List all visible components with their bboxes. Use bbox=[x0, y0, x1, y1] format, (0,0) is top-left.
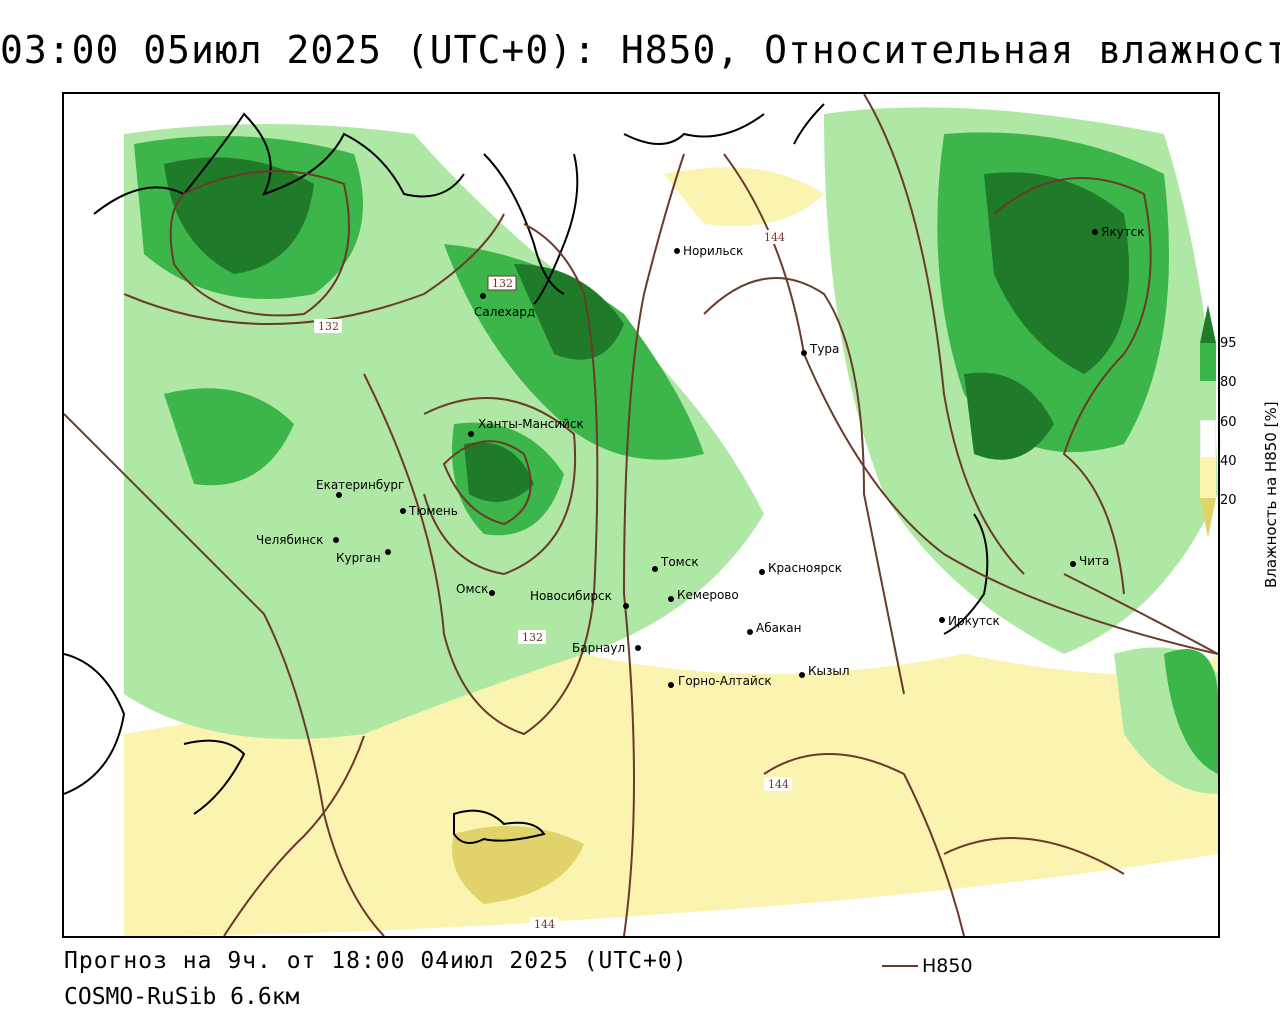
city-label: Барнаул bbox=[572, 641, 625, 655]
city-label: Ханты-Мансийск bbox=[478, 417, 584, 431]
city-label: Кызыл bbox=[808, 664, 850, 678]
geopotential-contours bbox=[64, 94, 1218, 936]
colorbar-tick: 95 bbox=[1220, 336, 1237, 351]
city-label: Кемерово bbox=[677, 588, 739, 602]
contour-label: 144 bbox=[534, 918, 555, 931]
contour-label: 144 bbox=[768, 778, 789, 791]
city-label: Красноярск bbox=[768, 561, 842, 575]
map-title: 03:00 05июл 2025 (UTC+0): H850, Относите… bbox=[0, 28, 1280, 72]
city-label: Горно-Алтайск bbox=[678, 674, 772, 688]
city-label: Челябинск bbox=[256, 533, 323, 547]
city-label: Тюмень bbox=[408, 504, 458, 518]
city-label: Новосибирск bbox=[530, 589, 612, 603]
cities: Норильск Якутск Салехард Тура Ханты-Манс… bbox=[256, 225, 1145, 688]
colorbar-title: Влажность на H850 [%] bbox=[1262, 401, 1280, 588]
contour-label: 132 bbox=[522, 631, 543, 644]
city-label: Омск bbox=[456, 582, 488, 596]
city-label: Иркутск bbox=[948, 614, 1000, 628]
city-label: Тура bbox=[809, 342, 839, 356]
city-label: Абакан bbox=[756, 621, 801, 635]
map-area: 132 132 132 144 144 144 Норильск Якутск … bbox=[62, 92, 1220, 938]
colorbar-tick: 40 bbox=[1220, 454, 1237, 469]
colorbar-tick: 60 bbox=[1220, 415, 1237, 430]
contour-legend: H850 bbox=[882, 955, 973, 977]
contour-legend-swatch bbox=[882, 965, 918, 967]
city-label: Томск bbox=[660, 555, 699, 569]
forecast-info: Прогноз на 9ч. от 18:00 04июл 2025 (UTC+… bbox=[64, 948, 688, 974]
city-label: Екатеринбург bbox=[316, 478, 404, 492]
humidity-colorbar bbox=[1200, 305, 1216, 538]
city-label: Чита bbox=[1079, 554, 1109, 568]
model-info: COSMO-RuSib 6.6км bbox=[64, 984, 300, 1010]
contour-legend-label: H850 bbox=[922, 955, 973, 977]
contour-label: 132 bbox=[492, 277, 513, 290]
contour-label: 132 bbox=[318, 320, 339, 333]
city-label: Курган bbox=[336, 551, 381, 565]
colorbar-tick: 20 bbox=[1220, 493, 1237, 508]
map-canvas: 132 132 132 144 144 144 Норильск Якутск … bbox=[64, 94, 1218, 936]
city-label: Якутск bbox=[1101, 225, 1145, 239]
city-label: Салехард bbox=[474, 305, 535, 319]
contour-label: 144 bbox=[764, 231, 785, 244]
colorbar-tick: 80 bbox=[1220, 375, 1237, 390]
city-label: Норильск bbox=[683, 244, 743, 258]
contour-labels: 132 132 132 144 144 144 bbox=[314, 230, 792, 931]
